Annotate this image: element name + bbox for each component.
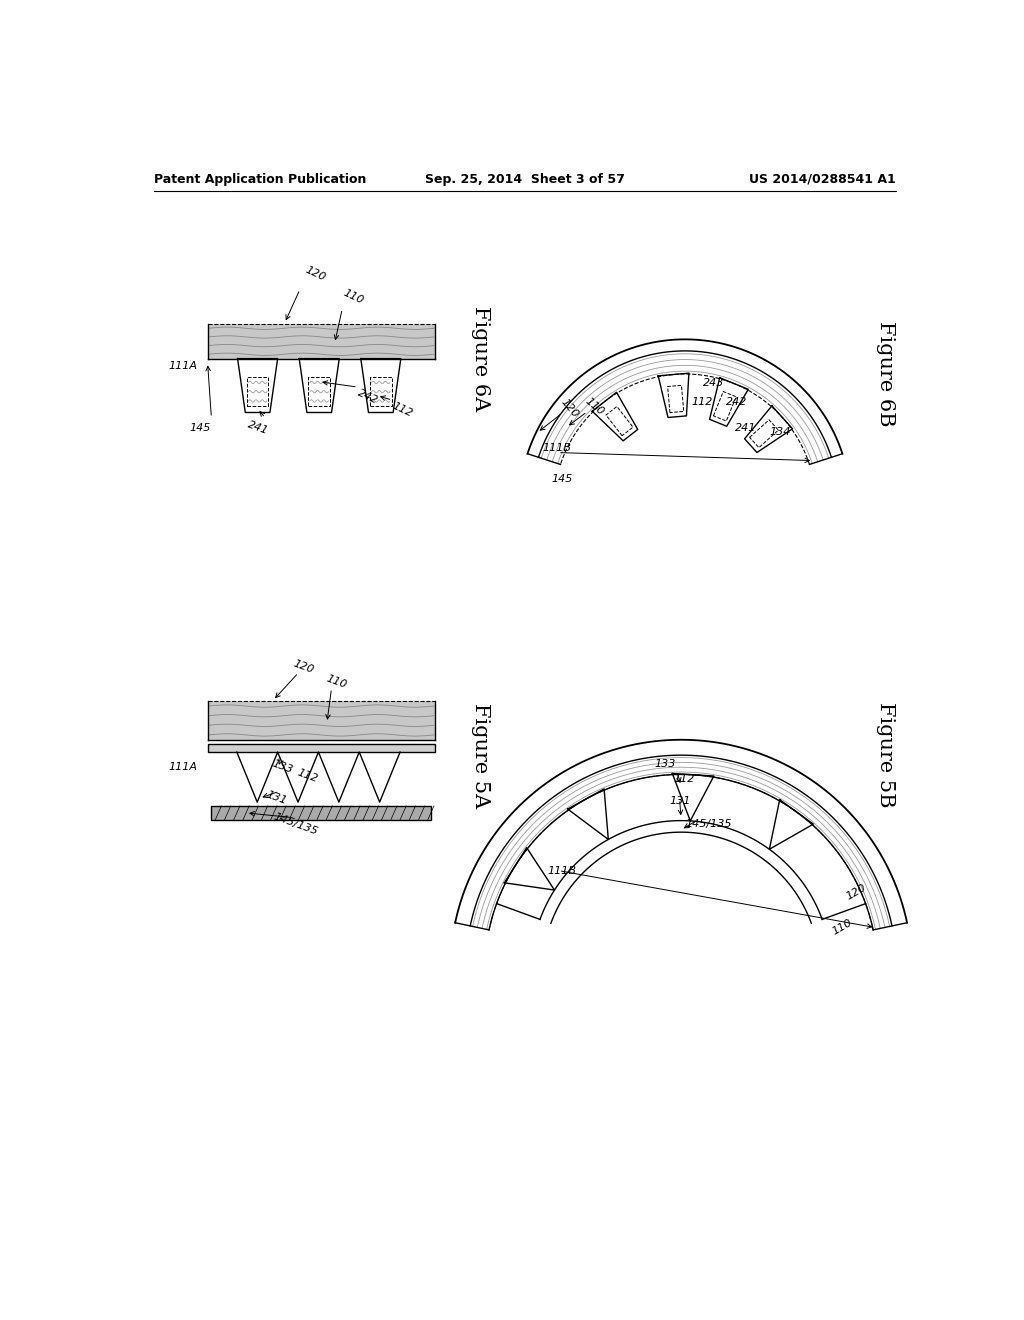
- Text: 112: 112: [296, 768, 319, 784]
- Text: 242: 242: [726, 397, 746, 407]
- Text: US 2014/0288541 A1: US 2014/0288541 A1: [750, 173, 896, 186]
- Text: 133: 133: [271, 759, 295, 775]
- Text: 131: 131: [670, 796, 691, 805]
- Text: 112: 112: [674, 774, 695, 784]
- Text: Figure 6B: Figure 6B: [876, 321, 895, 426]
- Text: 242: 242: [356, 388, 380, 407]
- Text: 111B: 111B: [548, 866, 577, 876]
- Text: 111B: 111B: [543, 444, 571, 453]
- Text: 120: 120: [844, 883, 867, 902]
- Text: 110: 110: [584, 396, 606, 417]
- Text: 131: 131: [265, 789, 289, 805]
- Text: 110: 110: [326, 673, 349, 690]
- Text: 120: 120: [292, 659, 315, 675]
- Bar: [208, 701, 435, 739]
- Text: Figure 5A: Figure 5A: [471, 702, 490, 808]
- Text: 120: 120: [559, 396, 581, 420]
- Text: Figure 6A: Figure 6A: [471, 306, 490, 412]
- Text: 241: 241: [735, 422, 757, 433]
- Text: 110: 110: [830, 917, 854, 936]
- Text: 145/135: 145/135: [272, 812, 319, 837]
- Text: Figure 5B: Figure 5B: [876, 702, 895, 808]
- Text: 241: 241: [246, 420, 269, 436]
- Text: Sep. 25, 2014  Sheet 3 of 57: Sep. 25, 2014 Sheet 3 of 57: [425, 173, 625, 186]
- Text: 112: 112: [390, 401, 414, 420]
- Text: 134: 134: [770, 426, 791, 437]
- Text: 145: 145: [189, 422, 211, 433]
- Text: 145/135: 145/135: [685, 818, 731, 829]
- Text: 112: 112: [691, 397, 713, 407]
- Text: 243: 243: [702, 378, 724, 388]
- Text: 133: 133: [654, 759, 676, 768]
- Bar: [211, 807, 431, 820]
- Bar: [208, 744, 435, 752]
- Bar: [208, 323, 435, 359]
- Text: 111A: 111A: [168, 762, 198, 772]
- Text: Patent Application Publication: Patent Application Publication: [154, 173, 366, 186]
- Text: 110: 110: [342, 288, 366, 306]
- Text: 111A: 111A: [168, 362, 198, 371]
- Text: 145: 145: [551, 474, 572, 484]
- Text: 120: 120: [303, 265, 327, 282]
